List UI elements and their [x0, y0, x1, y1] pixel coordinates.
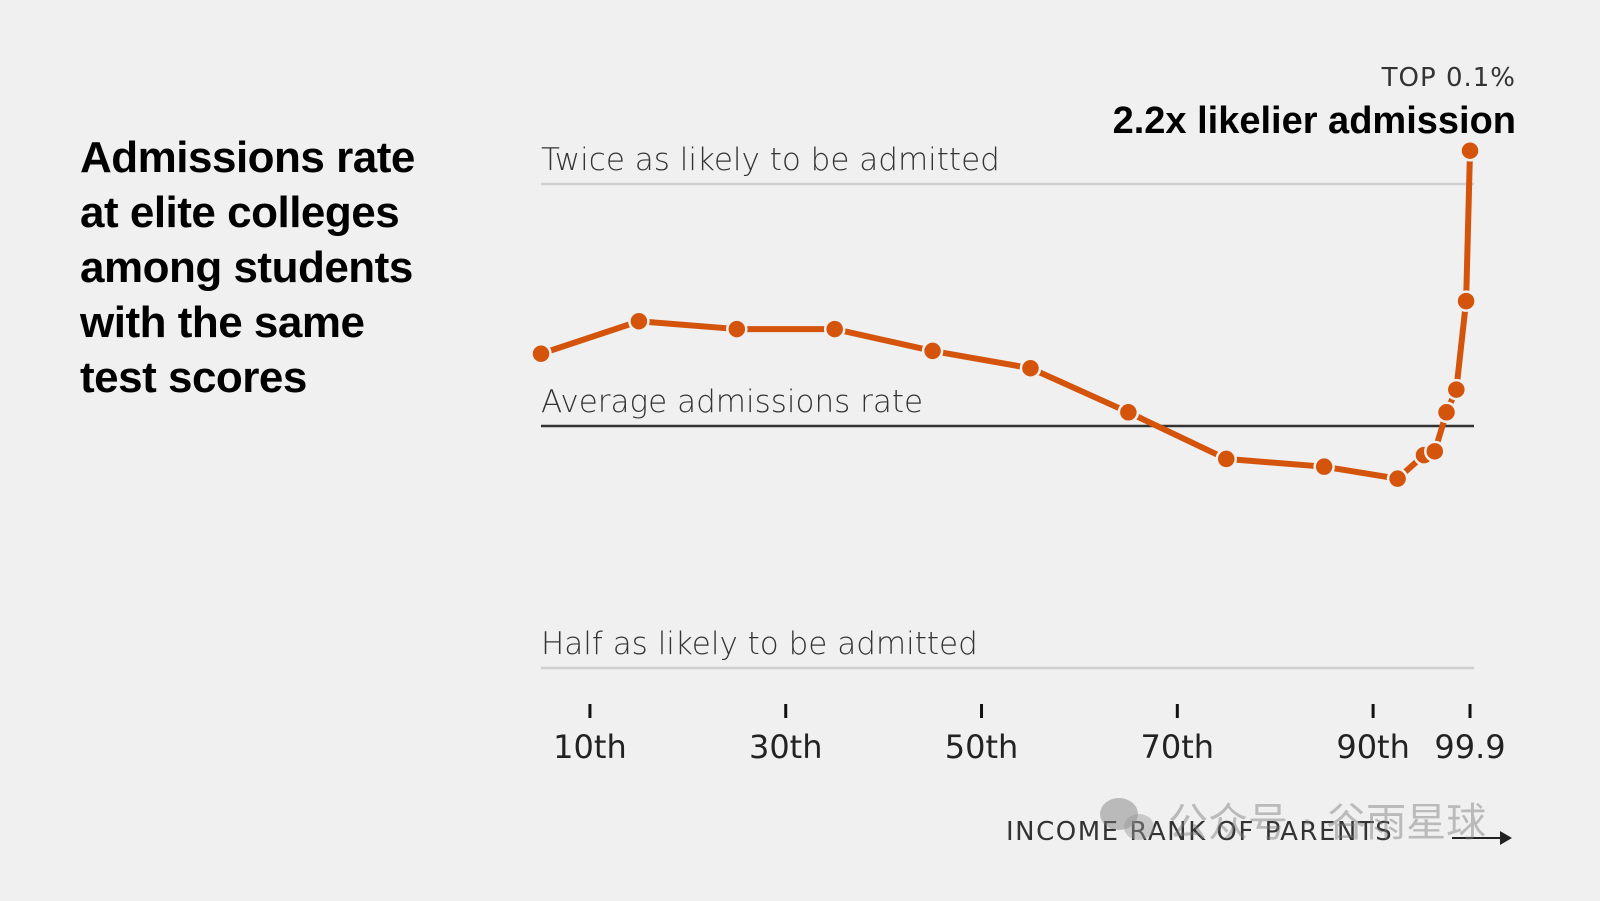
data-point — [726, 318, 748, 340]
series-line — [538, 147, 1474, 482]
reference-line-label: Average admissions rate — [541, 384, 923, 420]
x-tick-label: 50th — [945, 728, 1019, 766]
top-callout: TOP 0.1% 2.2x likelier admission — [1113, 63, 1516, 142]
reference-line-label: Half as likely to be admitted — [541, 626, 978, 662]
headline-line: at elite colleges — [80, 188, 400, 237]
data-point — [823, 318, 846, 340]
watermark: 公众号 · 谷雨星球 — [1100, 790, 1486, 848]
callout-subtitle: TOP 0.1% — [1381, 63, 1516, 93]
data-point — [1435, 401, 1458, 424]
headline-line: with the same — [80, 298, 365, 347]
headline-line: test scores — [80, 353, 307, 402]
wechat-icon — [1100, 796, 1158, 842]
watermark-text: 公众号 · 谷雨星球 — [1168, 800, 1487, 846]
data-point — [1459, 139, 1481, 162]
x-axis: 10th 30th 50th 70th 90th 99.9 — [553, 704, 1506, 766]
x-tick-label: 10th — [553, 728, 627, 766]
data-point — [628, 310, 650, 332]
x-axis-title: INCOME RANK OF PARENTS — [1006, 817, 1393, 847]
data-point — [921, 340, 944, 362]
data-point — [1313, 455, 1335, 478]
x-axis-title-group: INCOME RANK OF PARENTS — [1006, 817, 1512, 847]
reference-lines: Twice as likely to be admitted Average ad… — [541, 142, 1474, 670]
x-tick-label: 70th — [1141, 728, 1215, 766]
data-point — [1386, 467, 1409, 490]
data-point — [1445, 378, 1468, 401]
data-point — [530, 342, 552, 365]
data-point — [1215, 448, 1238, 470]
headline-line: among students — [80, 243, 413, 292]
x-tick-label: 99.9 — [1434, 728, 1505, 766]
chart-headline: Admissions rate at elite colleges among … — [80, 130, 460, 405]
data-point — [1424, 440, 1446, 463]
data-point — [1019, 357, 1042, 379]
reference-line-label: Twice as likely to be admitted — [541, 142, 1000, 178]
arrow-right-icon — [1500, 831, 1512, 845]
data-series — [530, 139, 1481, 490]
x-tick-label: 90th — [1336, 728, 1410, 766]
data-point — [1455, 290, 1477, 312]
data-point — [1117, 401, 1140, 424]
callout-title: 2.2x likelier admission — [1113, 100, 1516, 142]
x-tick-label: 30th — [749, 728, 823, 766]
headline-line: Admissions rate — [80, 133, 415, 182]
